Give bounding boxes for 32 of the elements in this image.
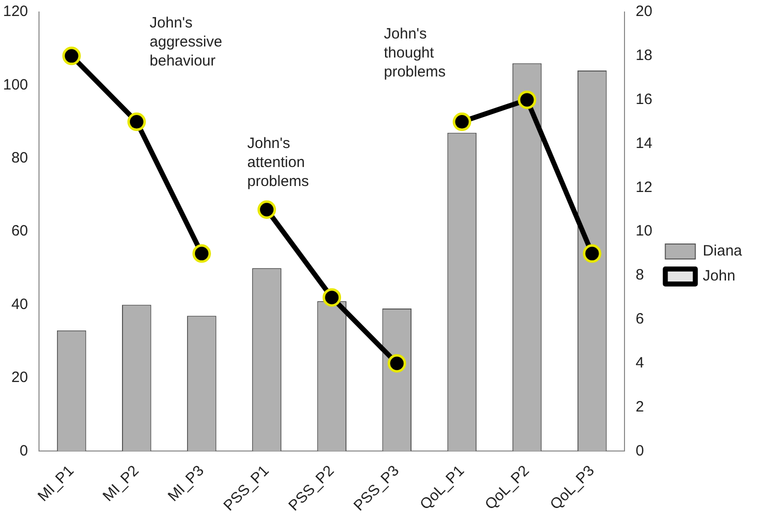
y2-tick-label: 20 [636,3,652,20]
y-tick-label: 40 [11,296,28,313]
y2-tick-label: 16 [636,90,652,108]
y2-tick-label: 6 [636,310,644,328]
point [127,112,146,132]
annotation: John's attention problems [247,135,309,190]
y2-tick-label: 8 [636,266,644,284]
point [388,354,406,373]
point [62,46,81,66]
y2-tick-label: 0 [636,442,644,460]
point [192,244,211,263]
y-tick-label: 20 [11,369,28,386]
point [582,244,602,263]
y-tick-label: 100 [2,76,28,94]
y2-tick-label: 4 [636,354,644,372]
point [452,112,472,132]
y2-tick-label: 18 [636,47,652,64]
y2-tick-label: 14 [636,134,652,152]
point [322,288,342,307]
point [258,200,276,219]
legend-label: John [702,268,736,285]
annotation: John's thought problems [384,25,446,80]
annotation: John's aggressive behaviour [150,14,222,70]
y-tick-label: 60 [11,222,28,240]
y-tick-label: 80 [11,150,28,167]
y2-tick-label: 12 [636,178,652,196]
y2-tick-label: 2 [636,398,644,416]
y2-tick-label: 10 [636,222,652,240]
legend-label: Diana [702,242,743,260]
point [518,90,536,110]
y-tick-label: 120 [2,3,28,20]
y-tick-label: 0 [20,442,28,460]
